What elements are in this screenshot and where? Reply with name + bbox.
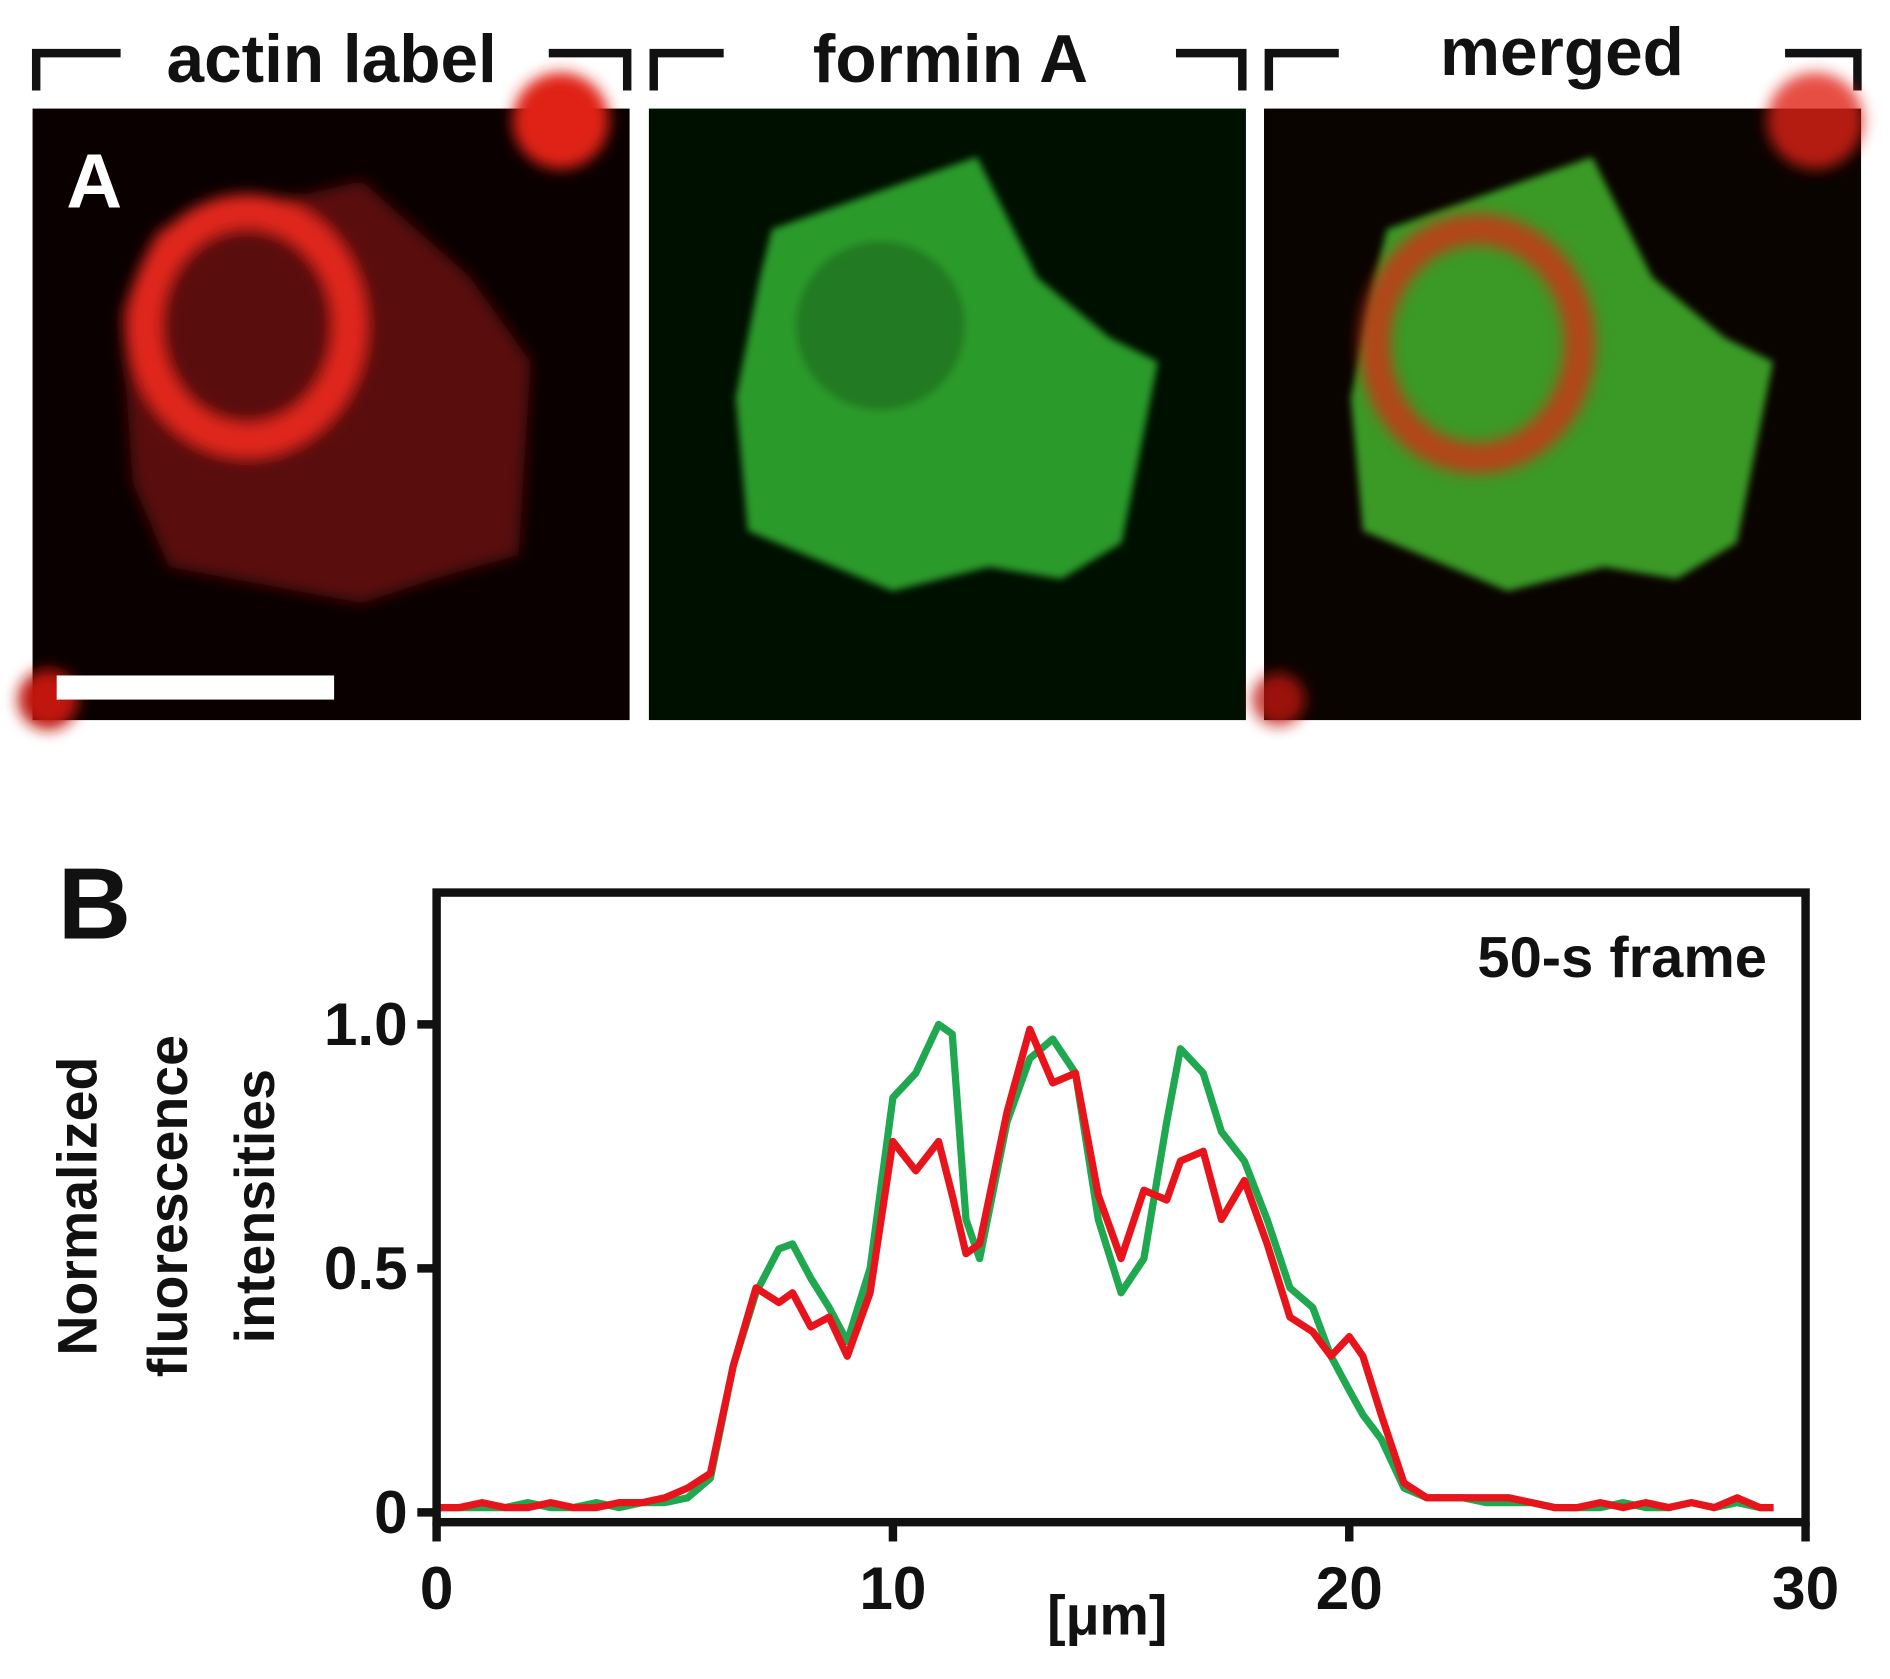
x-tick-label: 30 bbox=[1772, 1554, 1839, 1622]
x-tick-label: 20 bbox=[1316, 1554, 1383, 1622]
header-brackets bbox=[31, 48, 1862, 91]
panel-header: actin label bbox=[167, 22, 497, 97]
y-tick-label: 0.5 bbox=[324, 1234, 408, 1302]
plot-frame bbox=[432, 888, 1810, 1527]
annotation: 50-s frame bbox=[1477, 926, 1767, 990]
series-line bbox=[436, 1025, 1774, 1512]
panel-label: B bbox=[58, 847, 131, 960]
micrograph-actin: A bbox=[18, 72, 630, 730]
line-chart: B 50-s frame [μm] Normalized fluorescenc… bbox=[46, 847, 1766, 1646]
x-axis-label: [μm] bbox=[1047, 1584, 1167, 1646]
y-axis-label: Normalized bbox=[46, 1057, 108, 1356]
y-tick-label: 1.0 bbox=[324, 990, 408, 1058]
panel-header: merged bbox=[1440, 15, 1684, 90]
series-line bbox=[436, 1020, 1774, 1512]
panel-label: A bbox=[66, 138, 122, 224]
panel-header: formin A bbox=[813, 22, 1088, 97]
micrograph-formin bbox=[648, 108, 1246, 721]
y-tick-label: 0 bbox=[374, 1478, 408, 1546]
scale-bar bbox=[56, 675, 335, 700]
x-tick-label: 10 bbox=[859, 1554, 926, 1622]
x-tick-label: 0 bbox=[420, 1554, 454, 1622]
micrograph-merged bbox=[1251, 72, 1864, 727]
y-axis-label: intensities bbox=[224, 1069, 286, 1343]
y-axis-label: fluorescence bbox=[137, 1035, 199, 1377]
